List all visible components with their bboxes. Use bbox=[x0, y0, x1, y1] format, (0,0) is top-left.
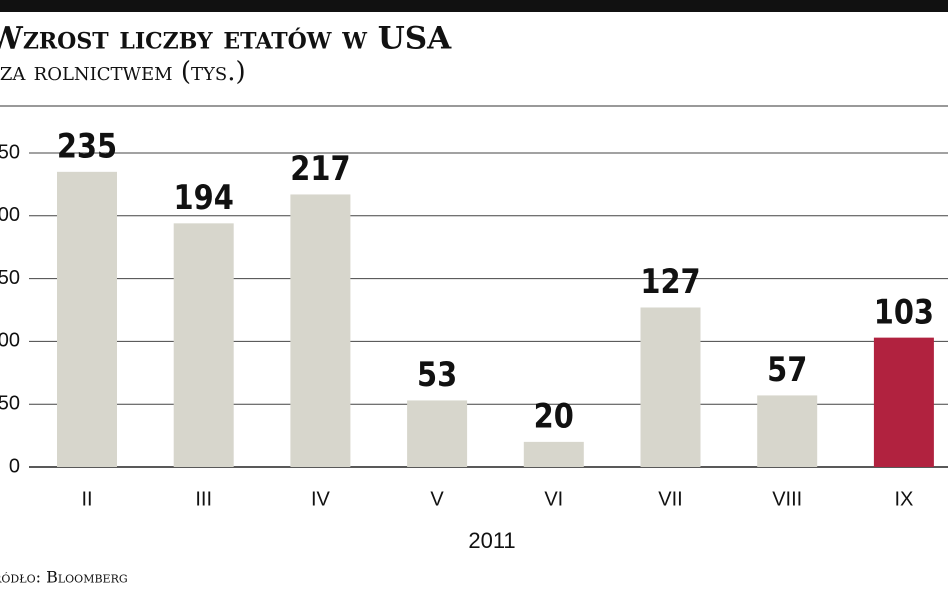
y-tick-label: 150 bbox=[0, 267, 20, 289]
bar bbox=[290, 194, 351, 467]
bar bbox=[523, 441, 584, 467]
x-tick-label: III bbox=[195, 488, 212, 510]
top-bar bbox=[0, 0, 948, 12]
source: Źródło: Bloomberg bbox=[0, 567, 128, 587]
y-tick-label: 200 bbox=[0, 204, 20, 226]
y-tick-label: 100 bbox=[0, 330, 20, 352]
x-tick-label: VI bbox=[544, 488, 563, 510]
data-label: 235 bbox=[57, 127, 117, 166]
bar bbox=[407, 400, 468, 467]
bar bbox=[57, 171, 117, 467]
y-tick-label: 0 bbox=[9, 455, 20, 477]
data-label: 53 bbox=[417, 356, 457, 395]
data-label: 194 bbox=[174, 179, 234, 218]
data-label: 57 bbox=[767, 351, 807, 390]
y-tick-label: 50 bbox=[0, 392, 20, 414]
data-label: 217 bbox=[290, 150, 350, 189]
data-label: 103 bbox=[874, 293, 934, 332]
data-label: 20 bbox=[534, 397, 574, 436]
x-axis-label: 2011 bbox=[468, 528, 515, 553]
bar bbox=[757, 395, 818, 467]
chart-subtitle: poza rolnictwem (tys.) bbox=[0, 57, 246, 87]
x-tick-label: II bbox=[81, 488, 92, 510]
x-tick-label: VII bbox=[658, 488, 682, 510]
chart-title: Wzrost liczby etatów w USA bbox=[0, 21, 452, 57]
y-tick-label: 250 bbox=[0, 141, 20, 163]
bar bbox=[173, 223, 234, 467]
x-tick-label: IV bbox=[311, 488, 331, 510]
data-label: 127 bbox=[640, 263, 700, 302]
bar bbox=[640, 307, 701, 467]
x-tick-label: IX bbox=[894, 488, 913, 510]
bar bbox=[873, 337, 934, 467]
x-tick-label: VIII bbox=[772, 488, 802, 510]
x-tick-label: V bbox=[430, 488, 444, 510]
